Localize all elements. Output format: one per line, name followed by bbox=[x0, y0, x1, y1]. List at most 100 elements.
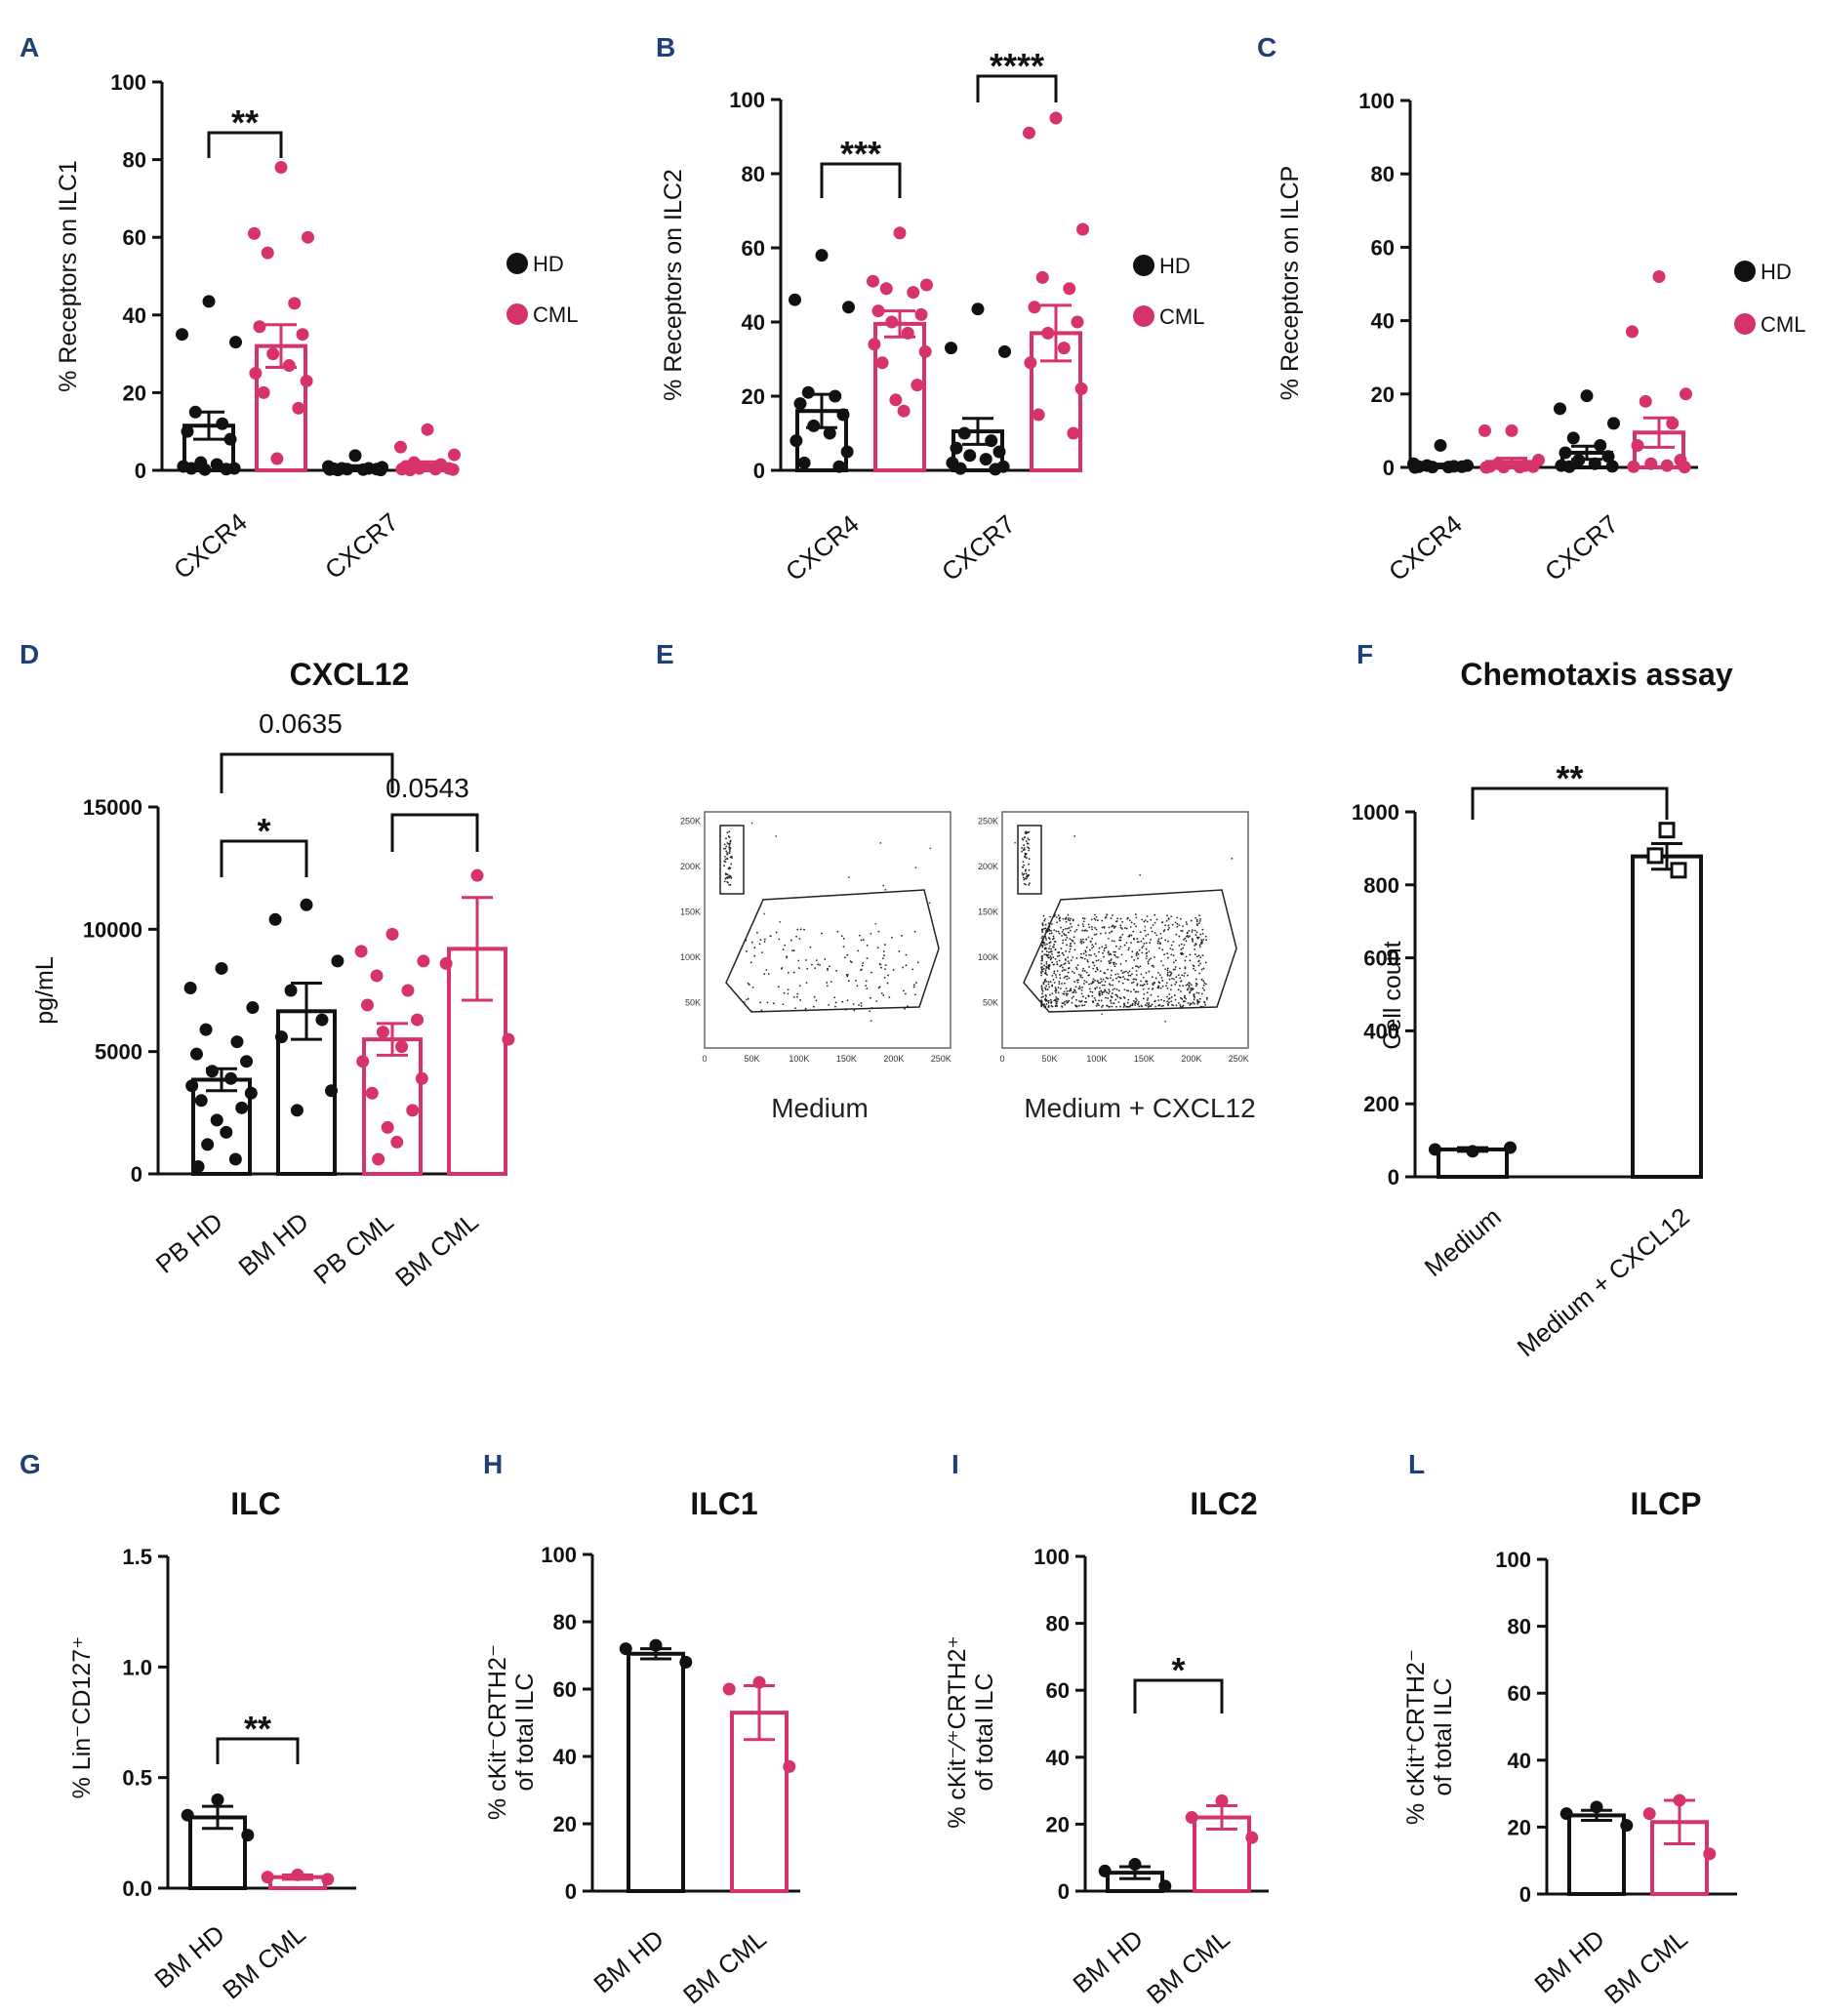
data-point bbox=[241, 1829, 255, 1842]
flow-event bbox=[1045, 965, 1048, 968]
flow-event bbox=[1096, 968, 1099, 971]
data-point bbox=[1478, 423, 1491, 437]
flow-event bbox=[1194, 943, 1197, 946]
flow-event bbox=[1117, 1001, 1120, 1003]
flow-event bbox=[815, 999, 818, 1002]
flow-event bbox=[1199, 933, 1201, 936]
flow-event bbox=[1201, 940, 1203, 943]
flow-event bbox=[1062, 917, 1065, 920]
significance-label: ** bbox=[231, 102, 259, 142]
data-point bbox=[448, 448, 461, 462]
flow-event bbox=[1085, 971, 1088, 974]
flow-event bbox=[1110, 995, 1113, 998]
flow-event bbox=[1105, 947, 1108, 948]
flow-event bbox=[1142, 997, 1145, 1000]
flow-event bbox=[1199, 962, 1202, 965]
y-tick-label: 60 bbox=[1371, 235, 1395, 260]
data-point bbox=[1466, 1145, 1479, 1158]
flow-event bbox=[1091, 944, 1094, 947]
y-tick-label: 15000 bbox=[83, 795, 142, 820]
flow-event bbox=[731, 857, 733, 860]
flow-event bbox=[805, 959, 807, 961]
flow-event bbox=[1139, 873, 1142, 876]
flow-event bbox=[1054, 991, 1057, 994]
flow-event bbox=[728, 852, 731, 854]
flow-event bbox=[1053, 972, 1056, 975]
flow-event bbox=[782, 948, 785, 951]
flow-event bbox=[1081, 923, 1084, 925]
data-point bbox=[321, 1873, 335, 1886]
flow-event bbox=[1024, 869, 1027, 872]
flow-event bbox=[1187, 1001, 1190, 1004]
flow-event bbox=[1053, 937, 1055, 940]
flow-event bbox=[1135, 990, 1138, 993]
flow-event bbox=[1168, 926, 1170, 929]
flow-event bbox=[1043, 953, 1046, 956]
flow-event bbox=[870, 932, 872, 935]
flow-event bbox=[1049, 981, 1052, 984]
flow-event bbox=[1061, 1006, 1064, 1008]
flow-event bbox=[1151, 976, 1154, 979]
flow-event bbox=[1042, 967, 1045, 970]
flow-event bbox=[1067, 971, 1070, 974]
data-point bbox=[188, 405, 202, 419]
flow-event bbox=[1062, 953, 1065, 956]
data-point bbox=[1658, 822, 1676, 839]
flow-event bbox=[1104, 989, 1107, 992]
flow-event bbox=[1041, 931, 1044, 934]
flow-event bbox=[1041, 955, 1043, 958]
flow-event bbox=[1110, 930, 1113, 933]
flow-event bbox=[1136, 957, 1139, 960]
flow-event bbox=[730, 876, 733, 879]
flow-event bbox=[1053, 970, 1056, 973]
flow-event bbox=[834, 1001, 837, 1004]
flow-event bbox=[1043, 919, 1046, 922]
flow-event bbox=[1055, 976, 1058, 979]
flow-event bbox=[1201, 942, 1203, 945]
flow-event bbox=[759, 939, 762, 942]
flow-event bbox=[1194, 978, 1197, 981]
flow-event bbox=[1070, 922, 1072, 925]
flow-event bbox=[1142, 937, 1145, 940]
flow-event bbox=[1194, 945, 1196, 947]
flow-event bbox=[1170, 972, 1173, 975]
flow-event bbox=[1148, 1005, 1151, 1008]
flow-event bbox=[1189, 1002, 1192, 1005]
data-point bbox=[1128, 1858, 1142, 1872]
flow-event bbox=[1119, 924, 1122, 927]
flow-event bbox=[765, 969, 768, 971]
flow-event bbox=[1050, 957, 1053, 959]
data-point bbox=[842, 301, 855, 314]
flow-event bbox=[1054, 999, 1057, 1002]
data-point bbox=[957, 426, 971, 440]
flow-event bbox=[1123, 927, 1126, 929]
data-point bbox=[370, 969, 384, 983]
data-point bbox=[914, 307, 928, 321]
flow-event bbox=[1028, 858, 1031, 861]
flow-event bbox=[1071, 970, 1073, 973]
flow-event bbox=[883, 954, 885, 957]
y-tick-label: 40 bbox=[1508, 1749, 1531, 1773]
flow-event bbox=[1184, 966, 1187, 969]
flow-event bbox=[860, 969, 863, 972]
flow-event bbox=[1179, 917, 1182, 920]
flow-event bbox=[1088, 926, 1091, 929]
flow-event bbox=[1023, 836, 1026, 839]
flow-event bbox=[1024, 877, 1027, 880]
data-point bbox=[985, 434, 998, 448]
flow-event bbox=[1128, 970, 1131, 973]
flow-event bbox=[1103, 984, 1106, 987]
flow-event bbox=[1150, 939, 1152, 941]
flow-event bbox=[1161, 985, 1164, 988]
flow-event bbox=[866, 945, 869, 947]
flow-event bbox=[1149, 942, 1152, 945]
flow-event bbox=[1074, 991, 1077, 994]
flow-event bbox=[1064, 969, 1067, 971]
flow-event bbox=[1131, 950, 1134, 953]
flow-event bbox=[857, 949, 860, 952]
flow-event bbox=[1111, 992, 1113, 994]
flow-event bbox=[1119, 939, 1122, 942]
flow-event bbox=[1107, 997, 1110, 999]
flow-event bbox=[852, 1003, 855, 1005]
x-tick-label: BM CML bbox=[217, 1919, 311, 2005]
